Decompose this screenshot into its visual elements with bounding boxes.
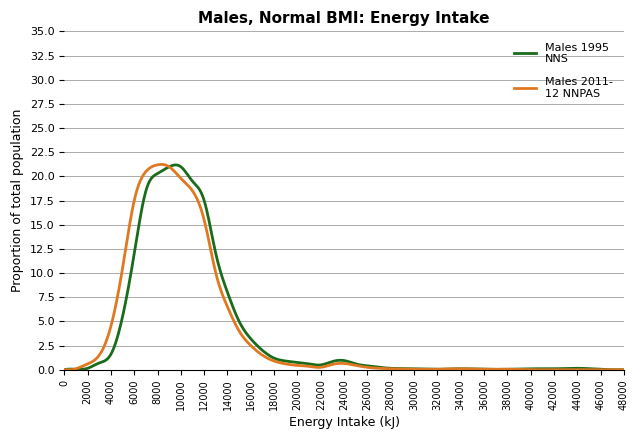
Line: Males 1995
NNS: Males 1995 NNS xyxy=(64,165,624,370)
Males 1995
NNS xyxy=(445,367,453,372)
Legend: Males 1995
NNS, Males 2011-
12 NNPAS: Males 1995 NNS, Males 2011- 12 NNPAS xyxy=(508,37,618,105)
Males 1995
NNS xyxy=(620,367,628,372)
Males 2011-
12 NNPAS xyxy=(60,367,68,372)
Males 1995
NNS xyxy=(307,362,315,367)
Males 2011-
12 NNPAS xyxy=(620,367,628,372)
Males 2011-
12 NNPAS xyxy=(157,162,165,167)
Males 2011-
12 NNPAS xyxy=(445,367,453,372)
Males 1995
NNS xyxy=(118,319,125,324)
Males 1995
NNS xyxy=(508,367,515,372)
Males 1995
NNS xyxy=(497,367,505,372)
Males 1995
NNS xyxy=(60,367,68,372)
Males 2011-
12 NNPAS xyxy=(287,362,295,367)
Males 1995
NNS xyxy=(172,162,180,168)
Y-axis label: Proportion of total population: Proportion of total population xyxy=(11,109,24,292)
Line: Males 2011-
12 NNPAS: Males 2011- 12 NNPAS xyxy=(64,165,624,370)
Males 2011-
12 NNPAS xyxy=(118,272,125,278)
Males 2011-
12 NNPAS xyxy=(497,367,505,372)
Title: Males, Normal BMI: Energy Intake: Males, Normal BMI: Energy Intake xyxy=(198,11,490,26)
Males 2011-
12 NNPAS xyxy=(508,367,515,372)
Males 1995
NNS xyxy=(287,359,295,364)
X-axis label: Energy Intake (kJ): Energy Intake (kJ) xyxy=(289,416,399,429)
Males 2011-
12 NNPAS xyxy=(307,364,315,369)
